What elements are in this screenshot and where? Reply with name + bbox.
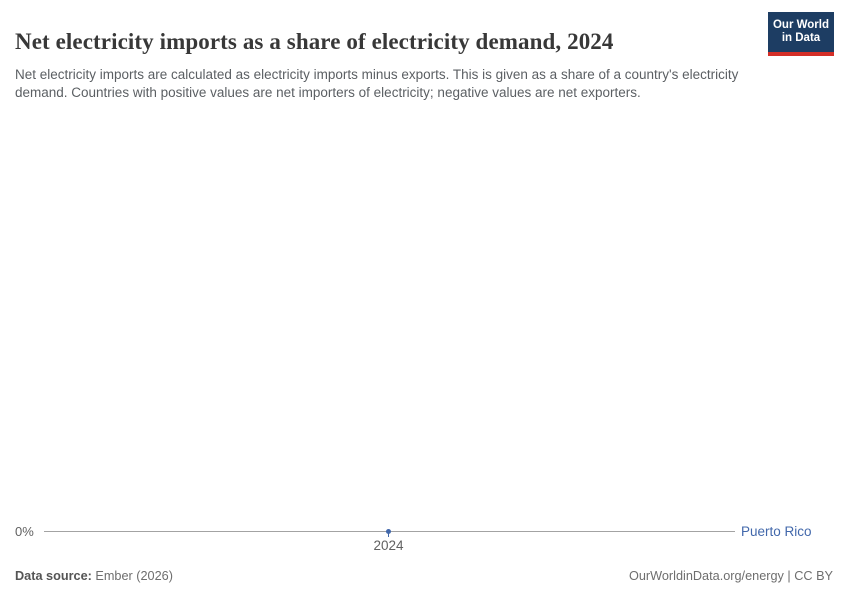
- data-point-2024[interactable]: [386, 529, 391, 534]
- owid-logo[interactable]: Our World in Data: [768, 12, 834, 56]
- page-title: Net electricity imports as a share of el…: [15, 29, 614, 55]
- x-axis-tick-2024: [388, 532, 389, 537]
- entity-label-puerto-rico[interactable]: Puerto Rico: [741, 524, 812, 539]
- data-source-value: Ember (2026): [91, 569, 173, 583]
- owid-logo-line2: in Data: [781, 32, 821, 44]
- chart-subtitle: Net electricity imports are calculated a…: [15, 66, 739, 100]
- owid-logo-line1: Our World: [772, 19, 829, 31]
- plot-area: [0, 110, 850, 558]
- x-axis-tick-label: 2024: [373, 538, 404, 553]
- owid-credit-link[interactable]: OurWorldinData.org/energy | CC BY: [628, 569, 833, 583]
- y-axis-zero-label: 0%: [15, 524, 34, 539]
- data-source-label: Data source:: [15, 569, 92, 583]
- data-source-note: Data source: Ember (2026): [15, 569, 173, 583]
